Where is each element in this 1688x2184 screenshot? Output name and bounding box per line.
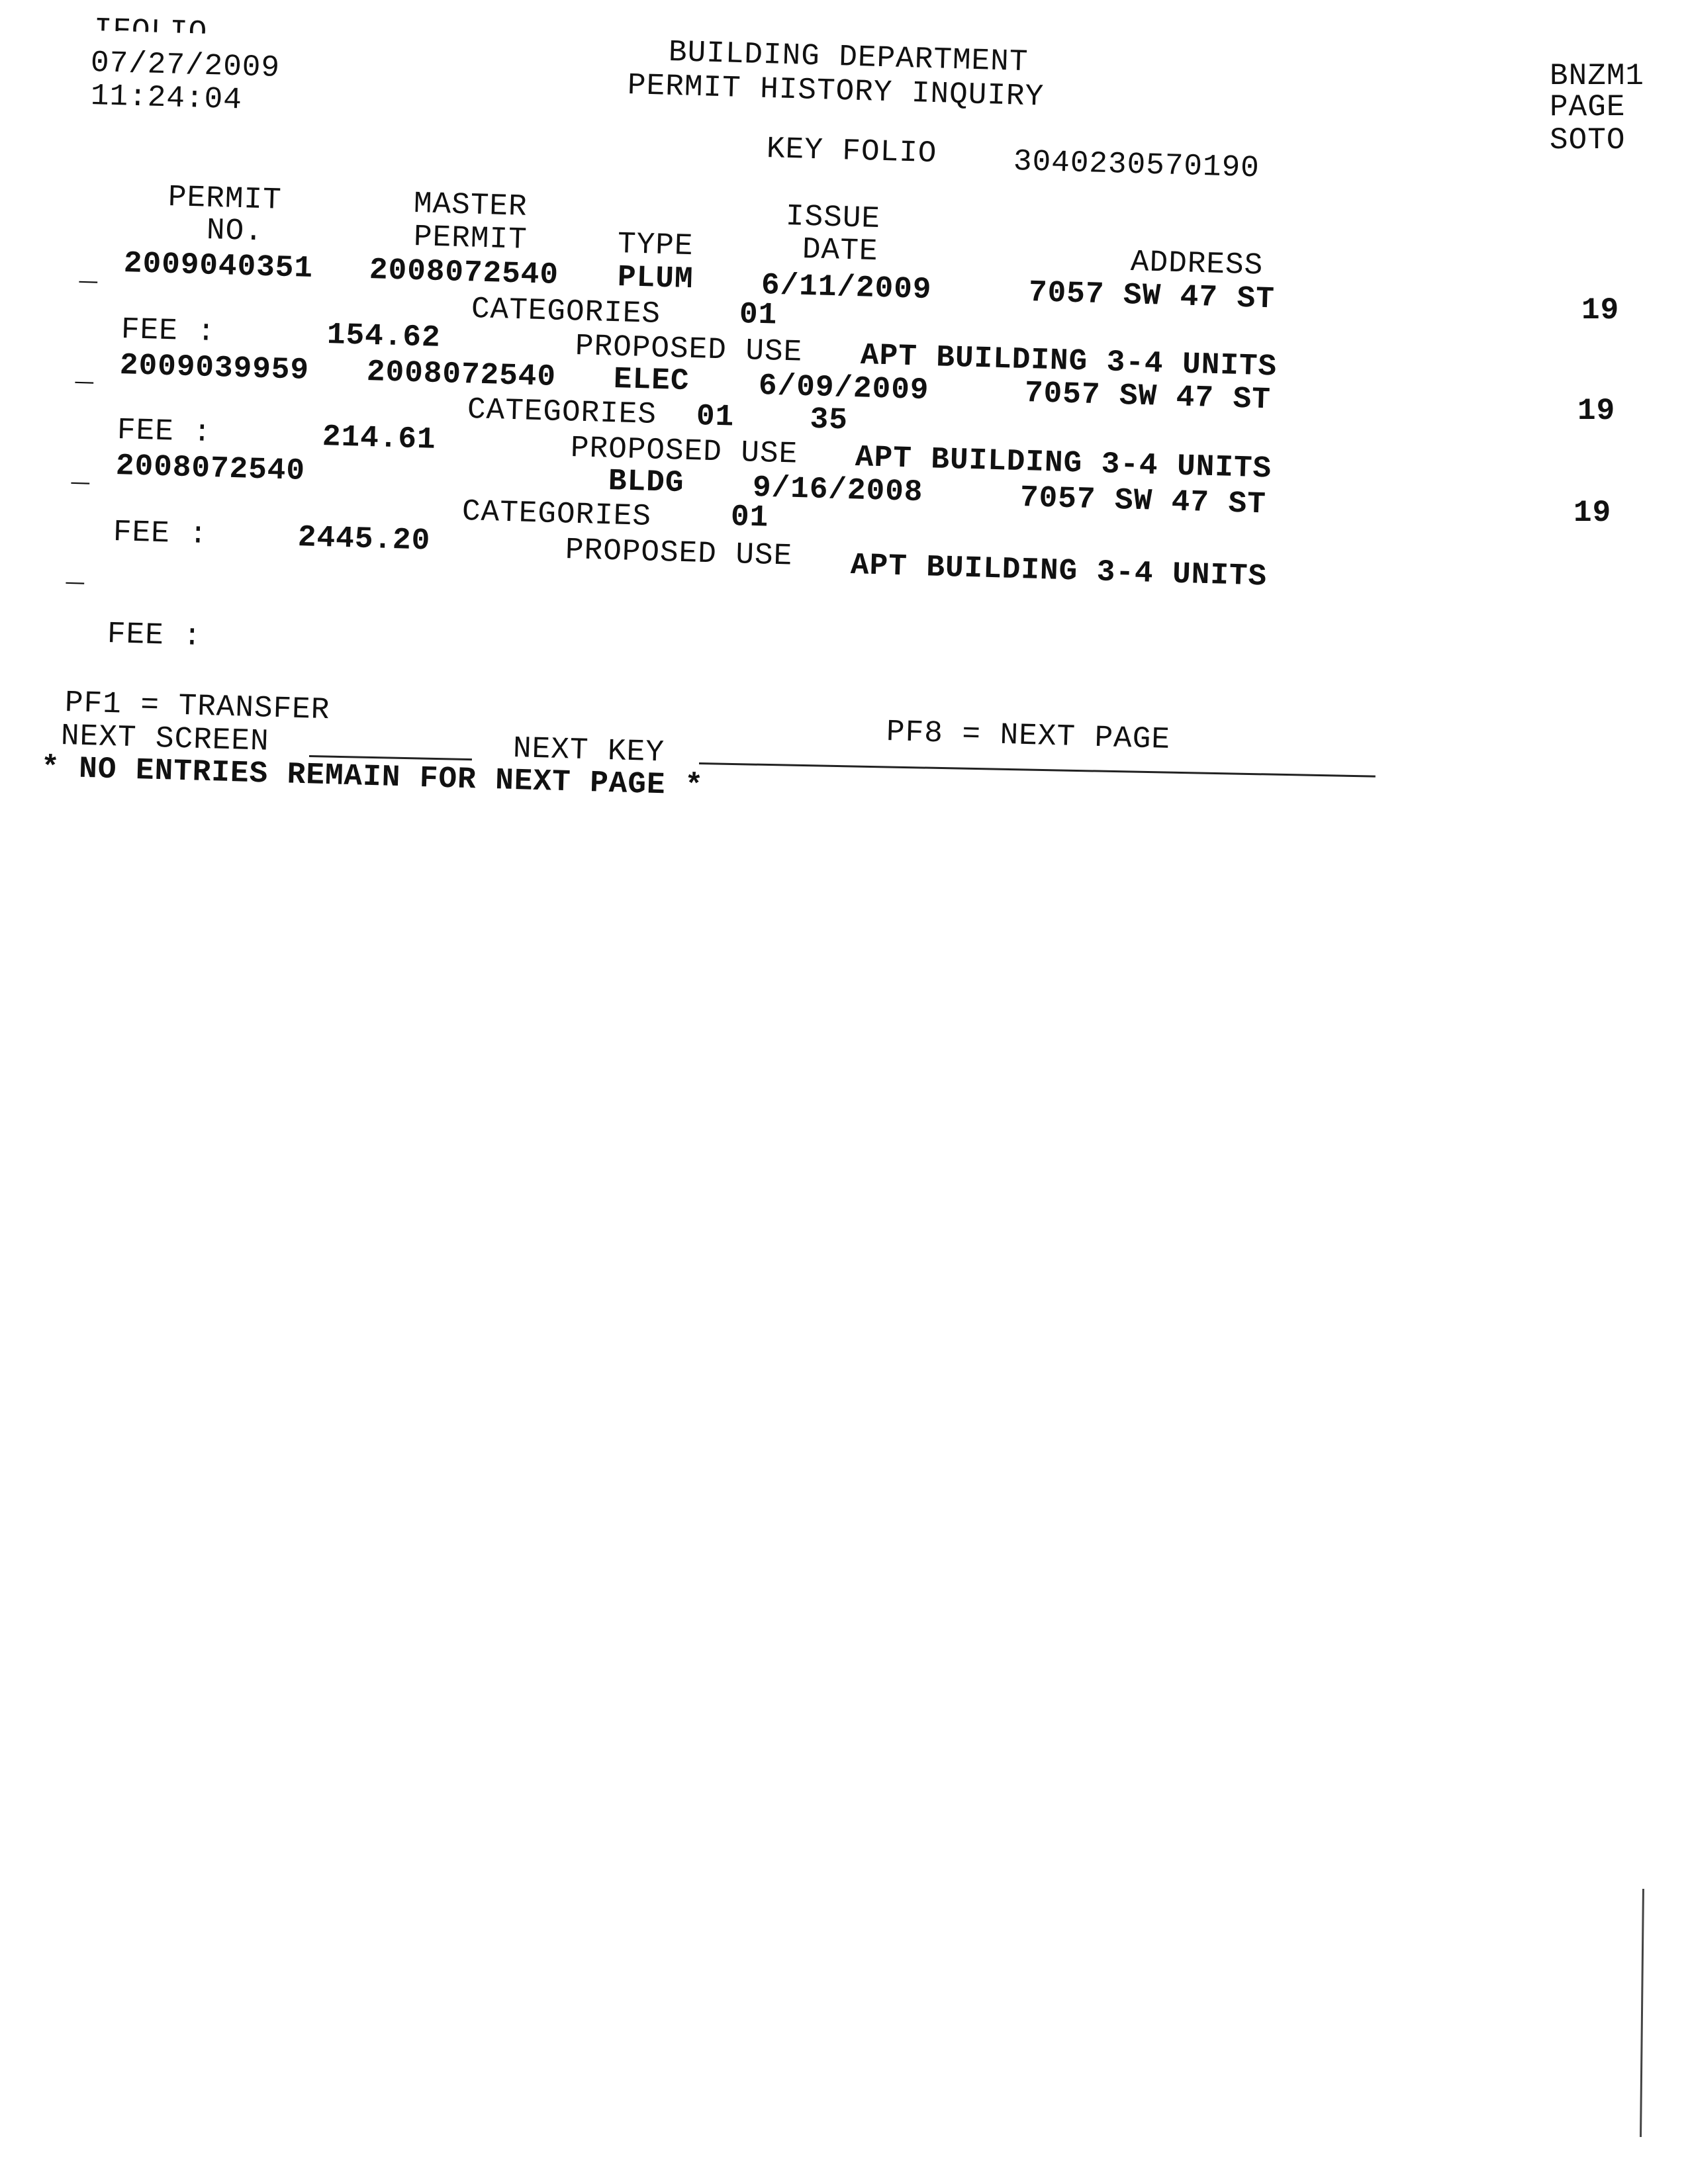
categories-value: 01 <box>739 297 778 333</box>
categories-label: CATEGORIES <box>471 292 661 332</box>
categories-label: CATEGORIES <box>467 392 657 432</box>
permit-no: 2008072540 <box>115 449 306 488</box>
proposed-use-label: PROPOSED USE <box>570 431 798 472</box>
row-select-field[interactable]: _ <box>75 355 95 390</box>
permit-type: ELEC <box>613 362 690 399</box>
address: 7057 SW 47 ST <box>1028 275 1276 317</box>
col-date: DATE <box>802 232 879 269</box>
row-select-field[interactable]: _ <box>79 254 99 289</box>
fee-value: 214.61 <box>322 420 437 457</box>
address: 7057 SW 47 ST <box>1019 480 1267 522</box>
row-select-field[interactable]: _ <box>66 555 86 590</box>
key-folio-value: 3040230570190 <box>1013 144 1260 186</box>
clipped-header-text: IFOLIO <box>93 13 208 34</box>
col-issue: ISSUE <box>785 199 881 236</box>
screen-id: BNZM1 <box>1550 59 1645 93</box>
proposed-use-label: PROPOSED USE <box>565 533 793 574</box>
row-number: 19 <box>1573 496 1612 530</box>
col-permit-no: NO. <box>206 213 264 250</box>
fee-label: FEE : <box>113 515 209 552</box>
pf8-next-page: PF8 = NEXT PAGE <box>886 715 1171 757</box>
address: 7057 SW 47 ST <box>1024 376 1272 418</box>
row-number: 19 <box>1577 394 1616 428</box>
col-permit: PERMIT <box>167 180 283 218</box>
row-select-field[interactable]: _ <box>71 455 91 490</box>
permit-type: BLDG <box>608 464 685 501</box>
page-label: PAGE <box>1550 90 1626 124</box>
fee-label: FEE : <box>107 617 203 654</box>
time: 11:24:04 <box>90 79 243 118</box>
proposed-use-label: PROPOSED USE <box>575 329 803 370</box>
col-type: TYPE <box>617 227 694 264</box>
categories-value: 01 <box>730 500 769 535</box>
user-id: SOTO <box>1550 123 1626 158</box>
categories-value: 01 35 <box>696 399 849 438</box>
key-folio-label: KEY FOLIO <box>766 132 938 171</box>
categories-label: CATEGORIES <box>461 494 652 534</box>
col-master: MASTER <box>413 187 528 224</box>
fee-label: FEE : <box>120 312 216 349</box>
fee-label: FEE : <box>117 413 212 450</box>
issue-date: 6/11/2009 <box>761 268 933 308</box>
master-permit: 2008072540 <box>369 253 559 293</box>
scan-artifact-line <box>1640 1888 1644 2138</box>
col-address: ADDRESS <box>1130 245 1264 283</box>
col-master-permit: PERMIT <box>413 220 528 257</box>
fee-value: 2445.20 <box>297 520 431 559</box>
permit-no: 2009039959 <box>119 348 310 388</box>
permit-no: 2009040351 <box>123 246 314 286</box>
next-key-input[interactable] <box>698 762 1376 778</box>
row-number: 19 <box>1581 293 1620 328</box>
proposed-use-value: APT BUILDING 3-4 UNITS <box>850 548 1268 594</box>
fee-value: 154.62 <box>326 318 442 355</box>
issue-date: 9/16/2008 <box>752 471 924 510</box>
permit-type: PLUM <box>617 260 694 297</box>
master-permit: 2008072540 <box>366 355 557 394</box>
